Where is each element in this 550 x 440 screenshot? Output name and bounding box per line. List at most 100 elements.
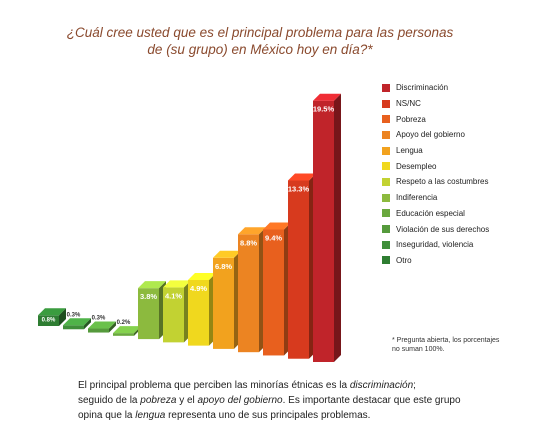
bar-12 [313,93,341,362]
caption-segment: El principal problema que perciben las m… [78,380,350,391]
data-label: 0.2% [117,320,131,326]
bar-front [138,288,159,340]
legend-item: Indiferencia [382,190,489,206]
legend-label: Discriminación [396,83,449,93]
footnote: * Pregunta abierta, los porcentajes no s… [392,336,542,354]
bar-front [238,234,259,353]
legend-item: Lengua [382,143,489,159]
legend-label: Educación especial [396,208,465,218]
bar-top [188,272,216,280]
bar-side [59,308,66,326]
bar-side [84,318,91,330]
caption-segment: seguido de la [78,395,141,406]
legend-swatch [382,130,390,139]
bar-top [113,326,141,334]
legend-label: Respeto a las costumbres [396,177,489,187]
bar-3 [88,321,116,333]
bar-top [213,250,241,258]
data-label: 0.3% [67,312,81,318]
bar-5 [138,281,166,340]
legend-item: Respeto a las costumbres [382,174,489,190]
bar-1 [38,308,66,326]
bar-front [263,229,284,356]
bar-front [188,279,209,346]
legend-swatch [382,162,390,171]
legend-swatch [382,240,390,249]
bar-top [88,321,116,329]
data-label: 9.4% [265,233,282,242]
legend-label: Lengua [396,146,423,156]
legend-label: Inseguridad, violencia [396,240,474,250]
chart-legend: Discriminación NS/NC Pobreza Apoyo del gobi… [382,80,489,268]
data-label: 3.8% [140,292,157,301]
data-label: 4.9% [190,284,207,293]
bar-front [88,328,109,333]
bar-11 [288,173,316,359]
legend-item: Desempleo [382,158,489,174]
legend-label: Violación de sus derechos [396,224,490,234]
bar-front [63,325,84,330]
bar-4 [113,326,141,336]
bar-top [238,227,266,235]
legend-item: Inseguridad, violencia [382,237,489,253]
bar-front [313,100,334,362]
legend-swatch [382,146,390,155]
legend-item: Apoyo del gobierno [382,127,489,143]
bar-front [163,287,184,343]
legend-item: Violación de sus derechos [382,221,489,237]
bar-front [213,257,234,349]
title-line-1: ¿Cuál cree usted que es el principal pro… [66,25,454,40]
footnote-line-1: * Pregunta abierta, los porcentajes [392,337,500,344]
legend-label: Desempleo [396,161,437,171]
footnote-line-2: no suman 100%. [392,346,445,353]
legend-label: Apoyo del gobierno [396,130,465,140]
bar-top [313,93,341,101]
legend-swatch [382,115,390,124]
caption-segment: opina que la [78,410,136,421]
data-label: 0.3% [92,316,106,322]
bar-top [63,318,91,326]
legend-item: Pobreza [382,111,489,127]
caption-emphasis: pobreza [140,395,177,406]
legend-swatch [382,99,390,108]
bar-top [263,222,291,230]
bar-2 [63,318,91,330]
legend-label: Indiferencia [396,193,438,203]
caption-segment: . Es importante destacar que este grupo [282,395,461,406]
bar-top [38,308,66,316]
caption-segment: ; [413,380,416,391]
caption-emphasis: apoyo del gobierno [197,395,283,406]
caption-emphasis: discriminación [349,380,414,391]
legend-swatch [382,83,390,92]
bar-front [288,180,309,359]
data-label: 6.8% [215,262,232,271]
bar-top [138,281,166,289]
chart-title: ¿Cuál cree usted que es el principal pro… [60,24,460,58]
bar-side [334,93,341,362]
legend-item: Educación especial [382,206,489,222]
data-label: 8.8% [240,238,257,247]
bar-side [109,321,116,333]
data-label: 19.5% [313,105,335,114]
legend-label: Pobreza [396,114,426,124]
legend-item: Otro [382,253,489,269]
data-label: 13.3% [288,185,310,194]
caption-segment: representa uno de sus principales proble… [165,410,371,421]
legend-swatch [382,225,390,234]
caption-text: El principal problema que perciben las m… [78,378,478,423]
bar-top [163,280,191,288]
caption-emphasis: lengua [135,410,166,421]
bar-front [113,333,134,336]
bar-top [288,173,316,181]
data-label: 0.8% [42,317,56,323]
data-label: 4.1% [165,291,182,300]
caption-segment: y el [176,395,198,406]
legend-swatch [382,256,390,265]
legend-swatch [382,209,390,218]
title-line-2: de (su grupo) en México hoy en día?* [147,42,373,57]
legend-swatch [382,193,390,202]
legend-item: NS/NC [382,96,489,112]
bar-6 [163,280,191,343]
legend-item: Discriminación [382,80,489,96]
